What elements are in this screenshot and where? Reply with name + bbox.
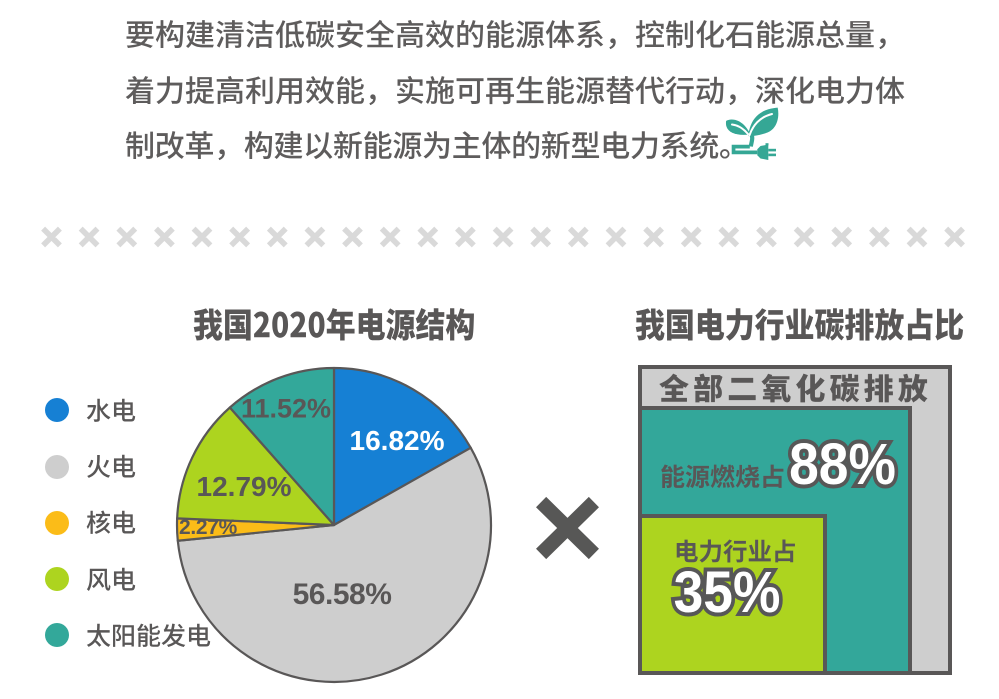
svg-text:35%: 35% — [674, 560, 781, 624]
svg-text:88%: 88% — [789, 432, 896, 497]
